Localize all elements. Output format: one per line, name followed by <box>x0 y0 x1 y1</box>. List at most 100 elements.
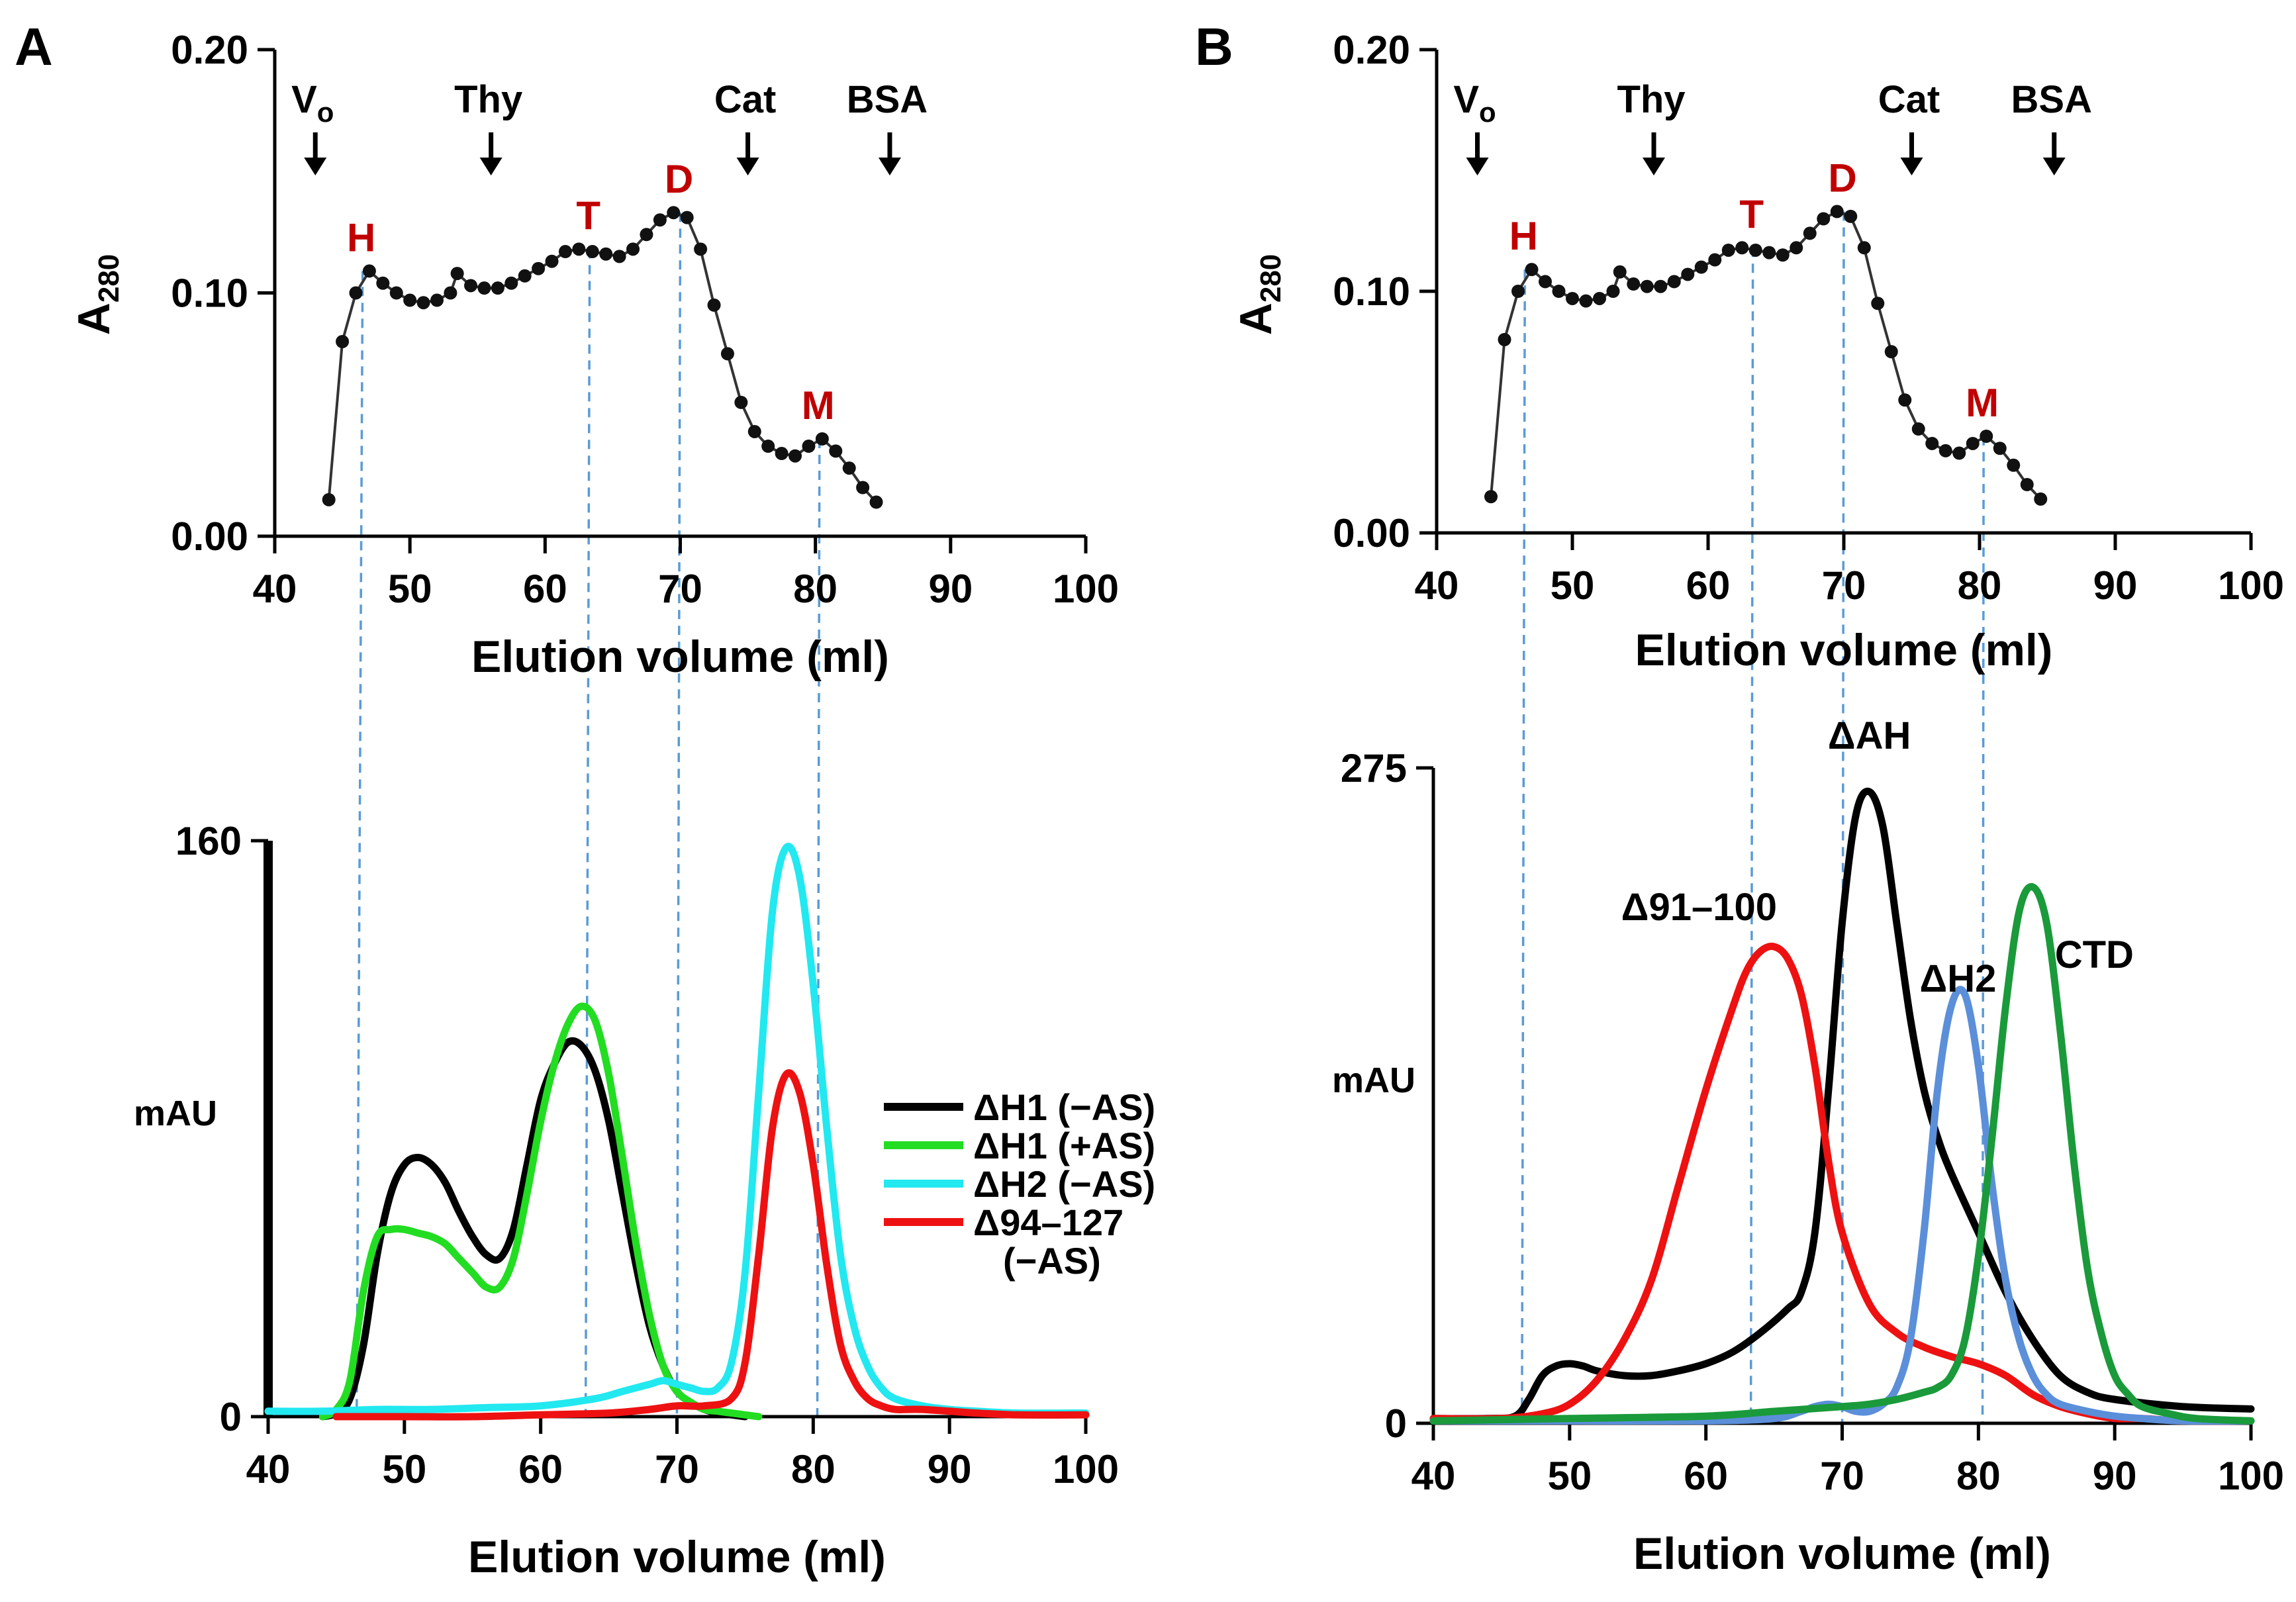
y-axis-label-subscript: 280 <box>93 254 125 303</box>
curve-label: ΔAH <box>1828 714 1911 757</box>
arrow-head <box>1466 158 1489 175</box>
data-point <box>1898 393 1912 407</box>
standard-label: Cat <box>714 78 776 121</box>
data-point <box>322 493 336 506</box>
y-tick-label: 0.20 <box>1333 28 1410 72</box>
data-point <box>389 286 403 300</box>
data-point <box>1593 291 1606 305</box>
data-point <box>694 242 708 256</box>
legend-label-continuation: (−AS) <box>1003 1240 1101 1282</box>
series-1 <box>318 1002 763 1421</box>
data-point <box>1952 446 1966 460</box>
data-point <box>1654 279 1668 293</box>
chart-b-top: 40 50 60 70 80 90 100 0.00 0.10 0.20 Elution volum… <box>1231 28 2284 675</box>
series-line <box>318 1002 763 1421</box>
data-point <box>1857 241 1871 255</box>
standard-label-main: BSA <box>847 78 928 121</box>
data-point <box>518 269 532 283</box>
peak-guide-line <box>1981 436 1985 1424</box>
standard-label-main: V <box>291 78 317 121</box>
y-tick-label: 0.20 <box>171 28 248 72</box>
legend-item: ΔH2 (−AS) <box>884 1163 1155 1205</box>
data-point <box>1762 246 1776 259</box>
standard-arrow: Thy <box>1617 78 1686 175</box>
x-tick-label: 100 <box>1053 567 1119 611</box>
data-point <box>1925 436 1939 450</box>
data-point <box>667 206 681 220</box>
peak-marker-label: T <box>1739 192 1764 236</box>
data-point <box>747 424 761 438</box>
curve-label: Δ91–100 <box>1621 886 1777 929</box>
peak-marker-label: M <box>1966 381 1999 425</box>
data-point <box>1484 490 1498 504</box>
x-tick-label: 50 <box>388 567 432 611</box>
x-tick-label: 70 <box>1822 563 1866 608</box>
x-tick-label: 90 <box>2093 1454 2137 1498</box>
data-point <box>491 281 504 295</box>
curve-label: ΔH2 <box>1920 957 1997 1000</box>
data-point <box>1525 263 1539 277</box>
arrow-head <box>479 158 502 175</box>
data-point <box>707 298 721 312</box>
data-point <box>1803 226 1817 240</box>
data-point <box>504 276 518 290</box>
legend-label: ΔH1 (+AS) <box>973 1125 1155 1166</box>
chart-a-bottom: 40 50 60 70 80 90 100 0 160 Elution volume (ml) mA… <box>134 819 1155 1582</box>
legend: ΔH1 (−AS)ΔH1 (+AS)ΔH2 (−AS)Δ94–127(−AS) <box>884 1086 1155 1282</box>
series-3 <box>332 1069 1090 1421</box>
series-0 <box>1484 205 2048 506</box>
data-point <box>612 250 626 263</box>
standard-label: BSA <box>847 78 928 121</box>
data-point <box>1681 267 1695 281</box>
data-point <box>775 447 789 461</box>
data-point <box>1708 253 1722 267</box>
data-point <box>1721 243 1735 257</box>
standard-label-subscript: o <box>1479 97 1496 128</box>
y-tick-label: 0.10 <box>1333 269 1410 314</box>
data-point <box>336 335 350 348</box>
data-point <box>815 432 829 446</box>
standard-arrow: Cat <box>1878 78 1940 175</box>
y-axis-label: A280 <box>1231 254 1287 336</box>
arrow-head <box>736 158 759 175</box>
y-tick-label: 0.00 <box>171 514 248 559</box>
x-tick-label: 100 <box>2218 1454 2284 1498</box>
x-tick-label: 60 <box>1684 1454 1728 1498</box>
data-point <box>532 261 546 275</box>
legend-item: (−AS) <box>1003 1240 1101 1282</box>
x-tick-label: 50 <box>382 1447 426 1491</box>
y-axis-label: mAU <box>134 1094 217 1133</box>
standard-label: BSA <box>2011 78 2092 121</box>
data-point <box>450 267 464 281</box>
data-point <box>829 444 843 458</box>
data-point <box>761 440 775 453</box>
x-tick-label: 80 <box>1958 563 2002 608</box>
chart-b-bottom: 40 50 60 70 80 90 100 0 275 Elution volume (ml) mA… <box>1332 714 2284 1579</box>
data-point <box>1627 277 1641 291</box>
data-point <box>2007 458 2021 472</box>
peak-marker-label: H <box>347 215 375 259</box>
data-point <box>1884 345 1898 359</box>
x-axis-label: Elution volume (ml) <box>468 1532 886 1582</box>
peak-guide-line <box>675 212 682 1417</box>
standard-label-main: Thy <box>1617 78 1685 121</box>
data-point <box>640 228 653 242</box>
panel-label-b: B <box>1195 17 1233 76</box>
x-tick-label: 40 <box>253 567 297 611</box>
standard-label: Thy <box>454 78 522 121</box>
data-point <box>1790 241 1803 255</box>
data-point <box>1735 241 1749 255</box>
x-tick-label: 60 <box>523 567 567 611</box>
data-point <box>1830 205 1844 218</box>
peak-guide-line <box>1749 248 1754 1424</box>
x-tick-label: 60 <box>518 1447 563 1491</box>
data-point <box>403 293 417 307</box>
peak-guide-line <box>816 438 821 1417</box>
peak-guide-line <box>356 271 364 1417</box>
series-3 <box>1429 883 2255 1425</box>
x-tick-label: 70 <box>1820 1454 1864 1498</box>
legend-item: ΔH1 (−AS) <box>884 1086 1155 1128</box>
arrow-head <box>304 158 327 175</box>
